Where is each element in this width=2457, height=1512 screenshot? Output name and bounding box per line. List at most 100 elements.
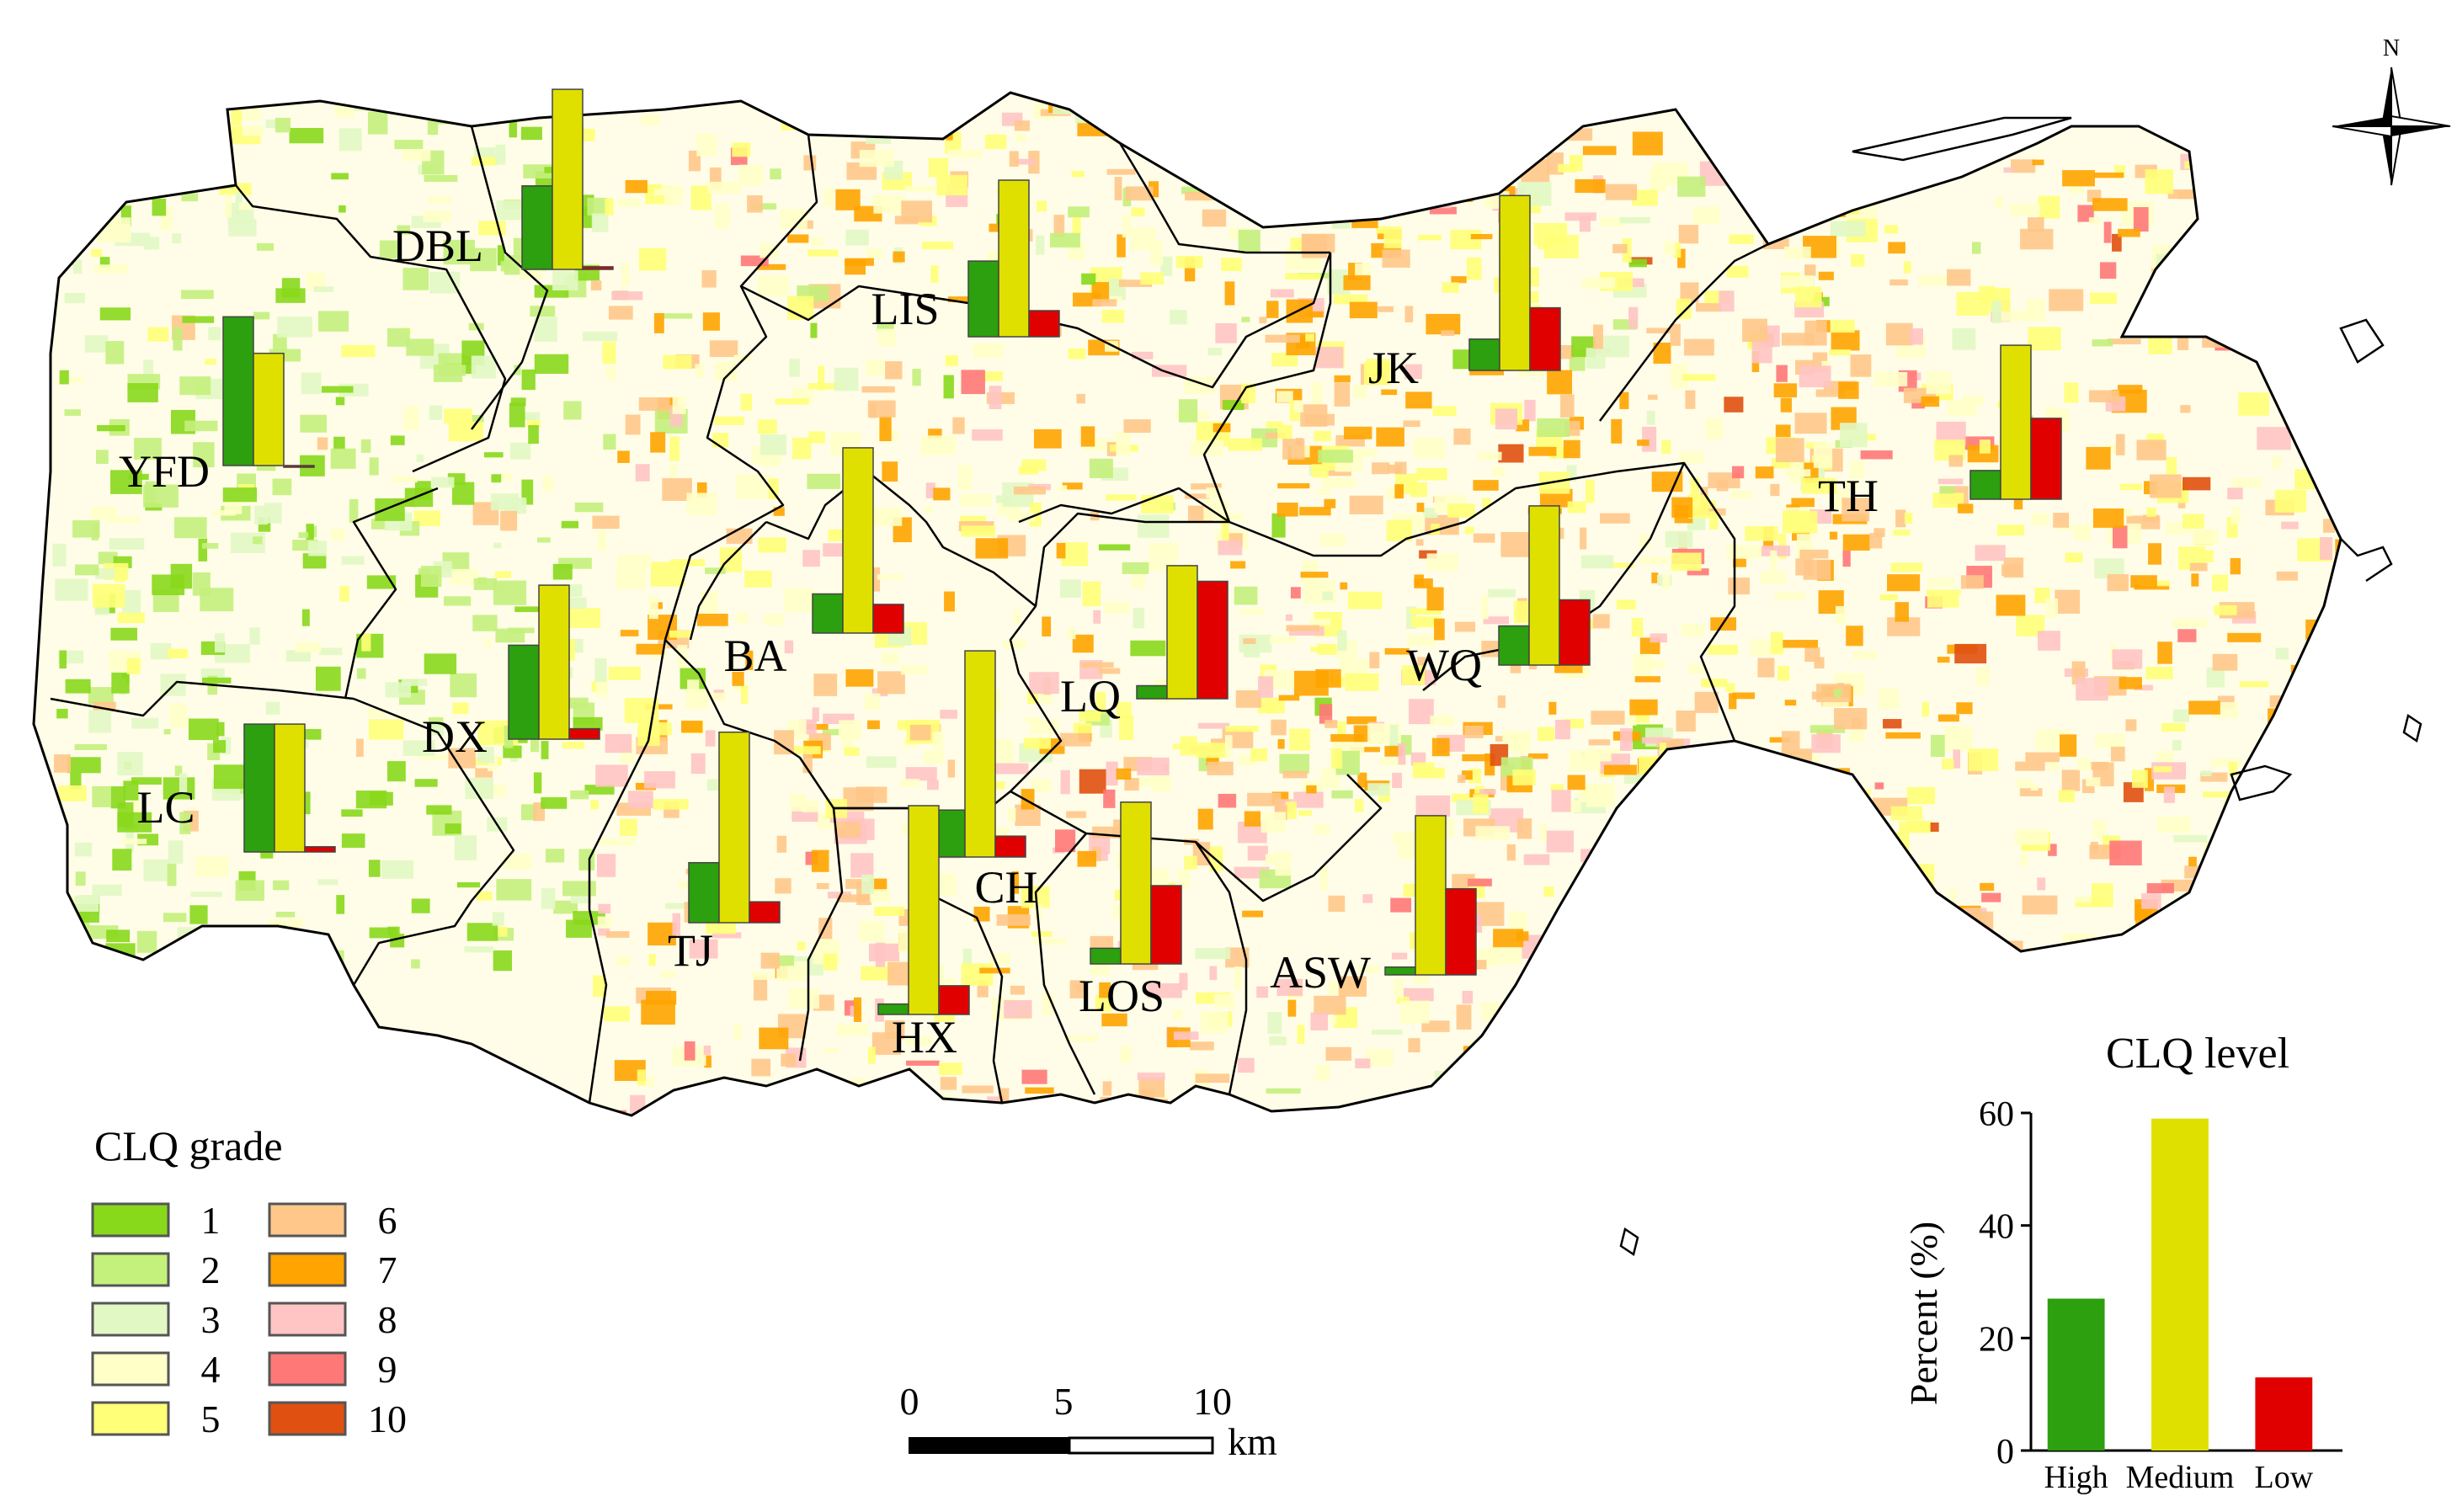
- region-bar-lc-high: [243, 723, 275, 853]
- region-bar-hx-medium: [908, 805, 940, 1015]
- region-bar-ba-high: [812, 593, 844, 634]
- region-bar-asw-low: [1445, 887, 1477, 976]
- region-label-los: LOS: [1079, 971, 1165, 1021]
- scale-tick-10: 10: [1193, 1380, 1232, 1423]
- y-tick-label: 20: [1979, 1320, 2014, 1359]
- region-bar-lis-low: [1028, 310, 1060, 338]
- region-bar-dbl-high: [521, 185, 553, 270]
- region-label-ba: BA: [723, 631, 786, 681]
- legend-swatch-2: [91, 1252, 170, 1287]
- region-bar-dx-medium: [538, 584, 570, 740]
- y-tick-label: 0: [1996, 1433, 2014, 1472]
- region-bar-jk-high: [1468, 338, 1500, 371]
- region-labels: DBL LIS JK YFD TH BA LQ WQ DX LC CH TJ LOS ASW HX: [119, 221, 1879, 1062]
- scale-bar: 0 5 10 km: [900, 1380, 1278, 1463]
- legend-swatch-3: [91, 1302, 170, 1337]
- legend-swatch-6: [268, 1202, 347, 1238]
- legend-label-10: 10: [368, 1398, 407, 1440]
- region-bar-asw-medium: [1415, 815, 1447, 976]
- legend-swatch-1: [91, 1202, 170, 1238]
- region-bar-asw-high: [1384, 966, 1416, 976]
- region-bar-lc-low: [304, 846, 336, 853]
- region-bar-th-low: [2030, 418, 2062, 500]
- north-label: N: [2383, 35, 2400, 61]
- legend-swatch-9: [268, 1351, 347, 1387]
- region-bar-lc-medium: [274, 723, 306, 853]
- region-bar-lq-medium: [1166, 565, 1198, 700]
- region-label-yfd: YFD: [119, 446, 210, 497]
- region-label-lc: LC: [136, 782, 195, 833]
- region-bar-hx-low: [938, 985, 970, 1015]
- region-label-dx: DX: [422, 711, 488, 762]
- region-bar-tj-low: [749, 901, 781, 924]
- legend-label-2: 2: [201, 1248, 221, 1291]
- region-label-lq: LQ: [1060, 671, 1121, 721]
- legend-label-9: 9: [378, 1348, 397, 1391]
- clq-bar-medium: [2151, 1118, 2209, 1451]
- x-category-label: Low: [2254, 1460, 2313, 1495]
- region-label-jk: JK: [1368, 343, 1419, 393]
- chart-title: CLQ level: [2106, 1030, 2289, 1078]
- y-tick-label: 60: [1979, 1095, 2014, 1134]
- clq-bar-high: [2047, 1298, 2105, 1451]
- region-bar-yfd-low: [283, 465, 315, 468]
- region-bar-wq-high: [1498, 625, 1530, 666]
- region-bar-ba-low: [872, 604, 904, 634]
- legend-swatch-5: [91, 1401, 170, 1436]
- region-bar-wq-medium: [1528, 505, 1560, 666]
- legend-title: CLQ grade: [94, 1122, 283, 1169]
- legend-label-3: 3: [201, 1298, 221, 1341]
- region-bar-ba-medium: [842, 447, 874, 634]
- y-axis-label: Percent (%): [1902, 1222, 1945, 1405]
- region-bar-los-medium: [1120, 801, 1152, 965]
- region-label-tj: TJ: [668, 925, 713, 976]
- islands: [1619, 116, 2422, 1257]
- region-bar-dbl-low: [582, 266, 614, 270]
- region-bar-charts: [222, 88, 2062, 1015]
- region-bar-wq-low: [1559, 599, 1591, 666]
- region-bar-jk-medium: [1499, 194, 1531, 371]
- compass: N: [2332, 35, 2451, 186]
- region-bar-th-high: [1969, 470, 2001, 500]
- region-bar-th-medium: [2000, 344, 2032, 500]
- legend-label-1: 1: [201, 1199, 221, 1242]
- region-label-th: TH: [1818, 471, 1879, 521]
- region-bar-dx-high: [508, 644, 540, 740]
- region-bar-los-low: [1150, 885, 1182, 965]
- region-bar-yfd-medium: [253, 352, 285, 466]
- legend-label-6: 6: [378, 1199, 397, 1242]
- district-boundaries: [50, 125, 1769, 1104]
- region-label-dbl: DBL: [392, 221, 483, 271]
- region-bar-los-high: [1090, 947, 1122, 965]
- region-label-lis: LIS: [871, 284, 940, 334]
- x-category-label: High: [2044, 1460, 2108, 1495]
- region-label-wq: WQ: [1406, 640, 1482, 690]
- x-category-label: Medium: [2126, 1460, 2235, 1495]
- legend: CLQ grade 1 2 3 4 5 6 7 8 9 10: [91, 1122, 407, 1440]
- region-bar-lis-medium: [998, 179, 1030, 338]
- region-bar-yfd-high: [222, 316, 254, 466]
- scale-tick-5: 5: [1054, 1380, 1074, 1423]
- legend-swatch-8: [268, 1302, 347, 1337]
- scale-tick-0: 0: [900, 1380, 919, 1423]
- clq-bar-low: [2255, 1377, 2313, 1451]
- clq-level-chart: CLQ level Percent (%) 0 20 40 60 High Medium…: [1902, 1030, 2342, 1495]
- region-bar-lq-high: [1136, 684, 1168, 700]
- region-label-ch: CH: [974, 862, 1037, 913]
- region-bar-lq-low: [1197, 580, 1228, 700]
- region-bar-lis-high: [967, 260, 999, 338]
- legend-label-8: 8: [378, 1298, 397, 1341]
- region-bar-dbl-medium: [552, 88, 584, 270]
- region-label-hx: HX: [892, 1012, 957, 1062]
- scale-unit: km: [1228, 1420, 1277, 1463]
- legend-swatch-7: [268, 1252, 347, 1287]
- region-bar-jk-low: [1529, 306, 1561, 371]
- legend-label-7: 7: [378, 1248, 397, 1291]
- region-bar-ch-medium: [964, 650, 996, 858]
- legend-label-4: 4: [201, 1348, 221, 1391]
- legend-swatch-10: [268, 1401, 347, 1436]
- legend-swatch-4: [91, 1351, 170, 1387]
- region-bar-tj-high: [688, 861, 720, 924]
- region-bar-tj-medium: [718, 731, 750, 924]
